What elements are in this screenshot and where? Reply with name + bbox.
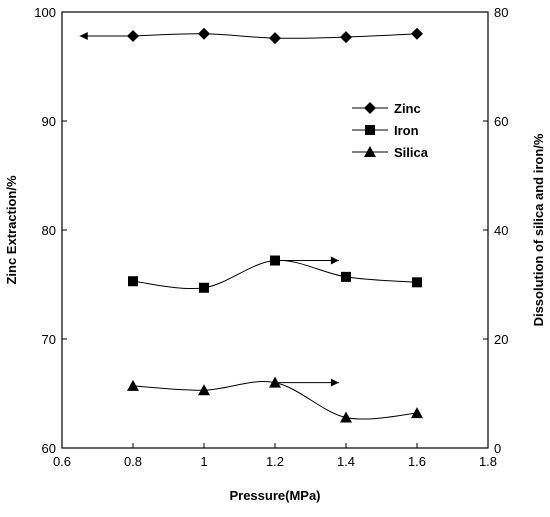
legend: Zinc Iron Silica (352, 101, 429, 160)
left-y-axis-title: Zinc Extraction/% (4, 175, 19, 285)
right-y-axis-title: Dissolution of silica and iron/% (531, 133, 546, 326)
x-tick-label: 0.8 (124, 454, 142, 469)
series-layer (79, 27, 423, 423)
x-tick-label: 1.8 (479, 454, 497, 469)
legend-marker-zinc (364, 102, 376, 114)
x-tick-label: 1 (200, 454, 207, 469)
zinc-data-point (411, 27, 423, 40)
left-y-tick-label: 90 (42, 114, 56, 129)
legend-marker-silica (364, 146, 376, 157)
left-y-tick-label: 80 (42, 223, 56, 238)
left-y-axis-ticks: 60 70 80 90 100 (34, 5, 67, 456)
zinc-data-point (269, 32, 281, 45)
left-y-tick-label: 60 (42, 441, 56, 456)
right-y-tick-label: 40 (494, 223, 508, 238)
silica-data-point (127, 379, 139, 391)
legend-label-silica: Silica (394, 145, 429, 160)
x-axis-title: Pressure(MPa) (229, 488, 320, 503)
zinc-axis-arrow-head (79, 31, 88, 40)
right-y-tick-label: 60 (494, 114, 508, 129)
silica-data-point (340, 411, 352, 423)
x-tick-label: 0.6 (53, 454, 71, 469)
left-y-tick-label: 70 (42, 332, 56, 347)
iron-axis-arrow-head (330, 256, 339, 265)
x-tick-label: 1.2 (266, 454, 284, 469)
silica-data-point (411, 407, 423, 419)
legend-marker-iron (365, 125, 375, 135)
zinc-data-point (198, 27, 210, 40)
right-y-tick-label: 0 (494, 441, 501, 456)
iron-data-point (128, 276, 138, 287)
silica-data-point (198, 384, 210, 396)
zinc-data-point (340, 31, 352, 44)
x-axis-ticks: 0.6 0.8 1 1.2 1.4 1.6 1.8 (53, 443, 497, 469)
silica-axis-arrow-head (330, 378, 339, 387)
legend-label-zinc: Zinc (394, 101, 421, 116)
iron-data-point (412, 277, 422, 288)
right-y-axis-ticks: 0 20 40 60 80 (483, 5, 508, 456)
legend-label-iron: Iron (394, 123, 419, 138)
x-tick-label: 1.6 (408, 454, 426, 469)
x-tick-label: 1.4 (337, 454, 355, 469)
right-y-tick-label: 80 (494, 5, 508, 20)
iron-data-point (199, 282, 209, 293)
right-y-tick-label: 20 (494, 332, 508, 347)
left-y-tick-label: 100 (34, 5, 56, 20)
iron-data-point (341, 271, 351, 282)
